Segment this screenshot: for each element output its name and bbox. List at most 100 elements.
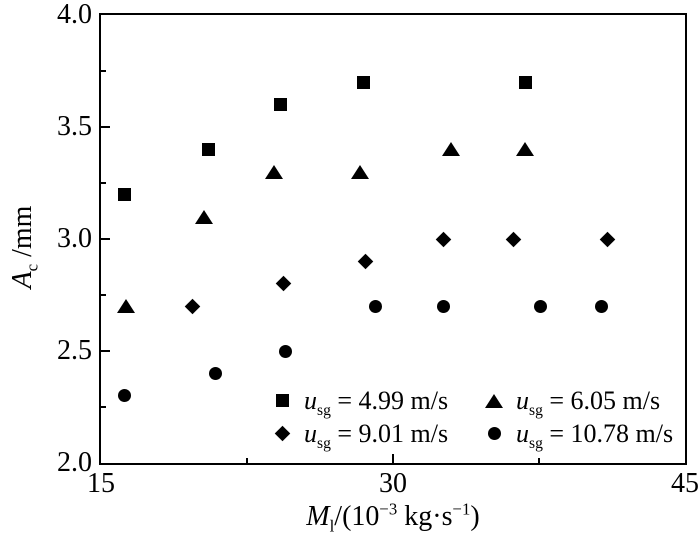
data-point-square — [114, 184, 134, 204]
data-point-triangle — [194, 207, 214, 227]
data-point-circle — [365, 296, 385, 316]
data-point-diamond — [434, 229, 454, 249]
circle-marker-icon — [117, 389, 131, 403]
legend-value: = 6.05 m/s — [542, 385, 661, 415]
diamond-marker-icon — [357, 253, 374, 270]
x-title-unit-close: ) — [470, 501, 480, 532]
y-title-variable: A — [7, 271, 38, 289]
legend-variable: u — [304, 385, 317, 415]
y-major-tick — [101, 350, 110, 352]
data-point-triangle — [441, 139, 461, 159]
x-axis-title: Ml/(10−3 kg·s−1) — [101, 499, 685, 536]
diamond-marker-icon — [276, 276, 292, 292]
triangle-marker-icon — [516, 142, 535, 157]
diamond-marker-icon — [184, 298, 201, 314]
legend-subscript: sg — [317, 401, 331, 419]
data-point-triangle — [264, 162, 284, 182]
x-title-variable: M — [306, 501, 330, 532]
y-tick-label: 2.5 — [57, 335, 92, 366]
legend-marker-box — [273, 425, 291, 443]
x-tick-label: 15 — [87, 468, 115, 499]
y-minor-tick — [101, 294, 106, 296]
triangle-marker-icon — [117, 299, 136, 314]
y-minor-tick — [101, 70, 106, 72]
legend-label: usg = 10.78 m/s — [516, 418, 674, 452]
y-tick-label: 3.0 — [57, 223, 92, 254]
y-major-tick — [101, 238, 110, 240]
data-point-circle — [276, 341, 296, 361]
square-marker-icon — [275, 394, 289, 407]
diamond-marker-icon — [435, 231, 452, 247]
square-marker-icon — [201, 142, 215, 156]
legend-marker-box — [273, 392, 291, 410]
x-tick-label: 45 — [671, 468, 699, 499]
legend-variable: u — [516, 385, 529, 415]
triangle-marker-icon — [350, 164, 369, 179]
data-point-circle — [114, 386, 134, 406]
legend-subscript: sg — [317, 434, 331, 452]
data-point-triangle — [116, 296, 136, 316]
y-title-subscript: c — [22, 263, 42, 272]
y-tick-label: 3.5 — [57, 111, 92, 142]
diamond-marker-icon — [274, 425, 290, 442]
triangle-marker-icon — [485, 393, 503, 408]
x-title-subscript: l — [329, 516, 335, 536]
y-minor-tick — [101, 182, 106, 184]
triangle-marker-icon — [195, 209, 214, 224]
legend-label: usg = 6.05 m/s — [516, 385, 661, 419]
data-point-triangle — [350, 162, 370, 182]
x-title-unit-mid: kg·s — [397, 501, 453, 532]
circle-marker-icon — [279, 344, 293, 358]
legend-variable: u — [304, 418, 317, 448]
x-title-unit-open: /(10 — [334, 501, 380, 532]
legend-label: usg = 4.99 m/s — [304, 385, 449, 419]
circle-marker-icon — [368, 299, 382, 313]
data-point-diamond — [182, 296, 202, 316]
diamond-marker-icon — [505, 231, 522, 247]
data-point-circle — [434, 296, 454, 316]
plot-area — [99, 13, 687, 465]
legend-value: = 9.01 m/s — [330, 418, 449, 448]
y-major-tick — [101, 126, 110, 128]
circle-marker-icon — [487, 427, 501, 440]
data-point-circle — [531, 296, 551, 316]
legend-value: = 4.99 m/s — [330, 385, 449, 415]
data-point-diamond — [356, 251, 376, 271]
circle-marker-icon — [594, 299, 608, 313]
data-point-circle — [591, 296, 611, 316]
legend-value: = 10.78 m/s — [542, 418, 674, 448]
data-point-triangle — [515, 139, 535, 159]
data-point-diamond — [597, 229, 617, 249]
y-minor-tick — [101, 406, 106, 408]
diamond-marker-icon — [599, 231, 615, 247]
x-minor-tick — [246, 458, 248, 463]
legend-item: usg = 9.01 m/s — [273, 417, 485, 452]
legend-subscript: sg — [529, 434, 543, 452]
x-title-exponent-2: −1 — [452, 499, 471, 519]
legend: usg = 4.99 m/s usg = 6.05 m/s usg = 9.01 m… — [273, 384, 700, 452]
circle-marker-icon — [534, 299, 548, 313]
data-point-square — [270, 95, 290, 115]
data-point-square — [515, 72, 535, 92]
legend-label: usg = 9.01 m/s — [304, 418, 449, 452]
data-point-diamond — [274, 274, 294, 294]
y-tick-label: 4.0 — [57, 0, 92, 30]
square-marker-icon — [357, 75, 371, 89]
x-major-tick — [392, 454, 394, 463]
x-tick-label: 30 — [379, 468, 407, 499]
legend-subscript: sg — [529, 401, 543, 419]
square-marker-icon — [117, 187, 131, 201]
legend-item: usg = 10.78 m/s — [485, 417, 700, 452]
circle-marker-icon — [437, 299, 451, 313]
legend-item: usg = 4.99 m/s — [273, 384, 485, 419]
legend-item: usg = 6.05 m/s — [485, 384, 700, 419]
square-marker-icon — [273, 98, 287, 112]
triangle-marker-icon — [442, 142, 461, 157]
legend-variable: u — [516, 418, 529, 448]
triangle-marker-icon — [265, 164, 284, 179]
y-tick-label: 2.0 — [57, 447, 92, 478]
data-point-square — [354, 72, 374, 92]
data-point-square — [198, 139, 218, 159]
x-minor-tick — [538, 458, 540, 463]
